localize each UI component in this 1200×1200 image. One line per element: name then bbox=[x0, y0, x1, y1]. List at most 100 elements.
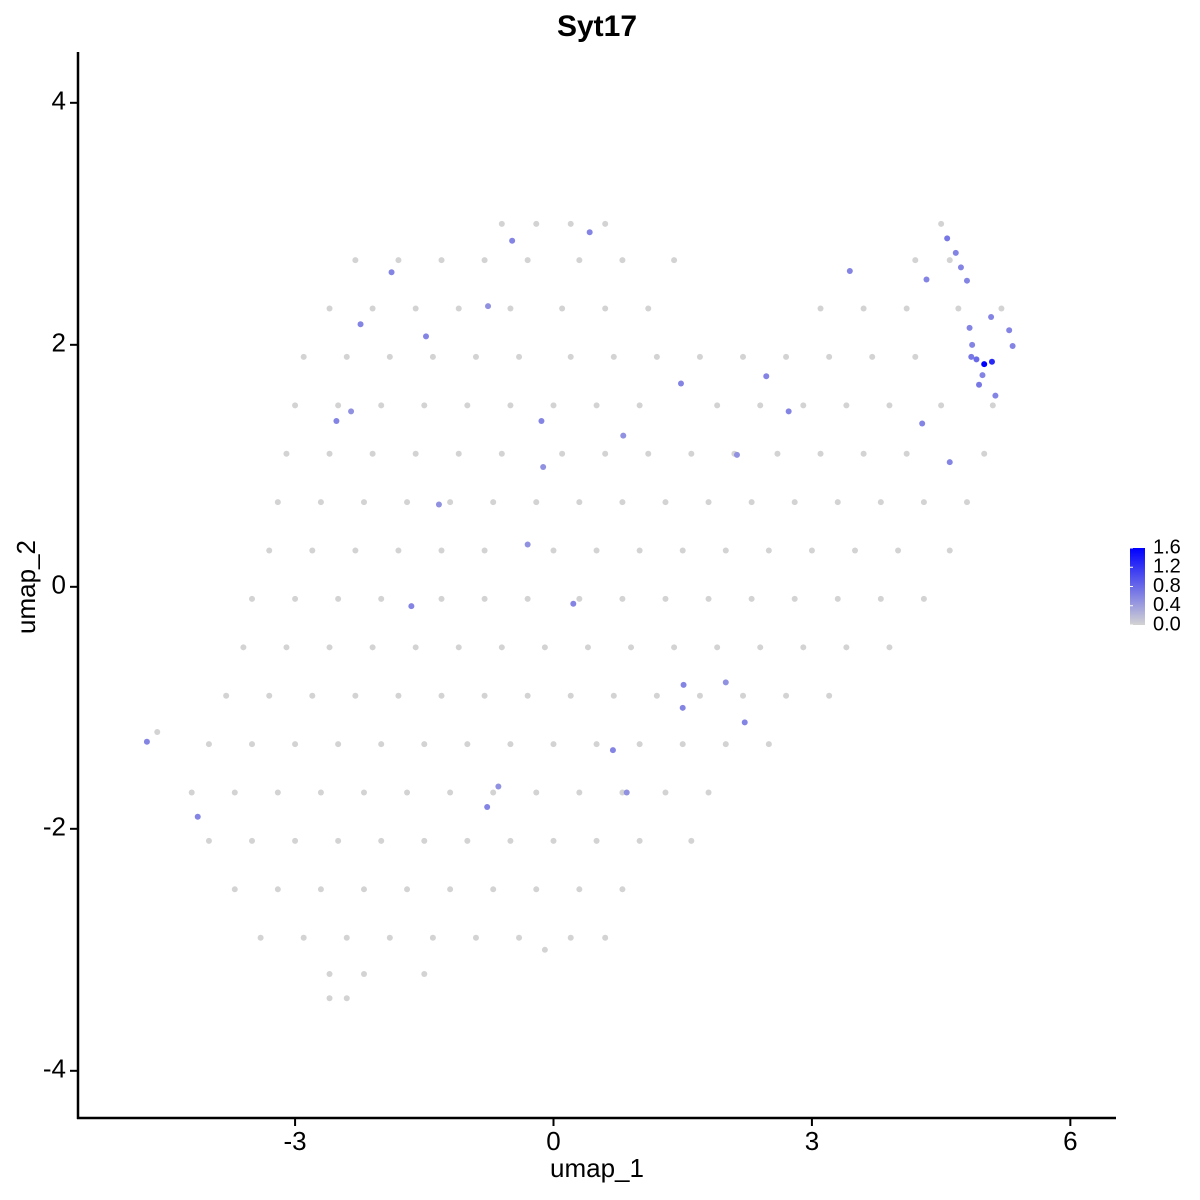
point bbox=[541, 946, 548, 953]
point bbox=[680, 681, 687, 688]
point bbox=[343, 353, 350, 360]
point bbox=[785, 408, 792, 415]
point bbox=[292, 741, 299, 748]
point bbox=[317, 499, 324, 506]
point bbox=[205, 837, 212, 844]
point bbox=[869, 353, 876, 360]
point bbox=[490, 789, 497, 796]
point bbox=[722, 679, 729, 686]
point bbox=[360, 789, 367, 796]
colorbar-tick-label: 1.2 bbox=[1153, 556, 1181, 578]
point bbox=[472, 353, 479, 360]
point bbox=[791, 499, 798, 506]
point bbox=[326, 644, 333, 651]
point bbox=[464, 837, 471, 844]
point bbox=[679, 741, 686, 748]
point bbox=[912, 257, 919, 264]
point bbox=[696, 353, 703, 360]
point bbox=[472, 934, 479, 941]
point bbox=[988, 313, 995, 320]
point bbox=[619, 257, 626, 264]
point bbox=[421, 837, 428, 844]
point bbox=[421, 402, 428, 409]
point bbox=[602, 450, 609, 457]
point bbox=[435, 501, 442, 508]
point bbox=[326, 995, 333, 1002]
point bbox=[952, 249, 959, 256]
x-tick-label: 3 bbox=[805, 1126, 819, 1156]
point bbox=[455, 644, 462, 651]
point bbox=[550, 741, 557, 748]
point bbox=[550, 402, 557, 409]
point bbox=[438, 692, 445, 699]
point bbox=[309, 547, 316, 554]
point bbox=[429, 934, 436, 941]
point bbox=[326, 450, 333, 457]
point bbox=[404, 789, 411, 796]
point bbox=[886, 402, 893, 409]
point bbox=[586, 229, 593, 236]
point bbox=[550, 547, 557, 554]
point bbox=[851, 547, 858, 554]
point bbox=[740, 692, 747, 699]
point bbox=[194, 813, 201, 820]
point bbox=[352, 257, 359, 264]
point bbox=[741, 719, 748, 726]
point bbox=[524, 257, 531, 264]
point bbox=[1009, 343, 1016, 350]
point bbox=[989, 402, 996, 409]
point bbox=[946, 547, 953, 554]
point bbox=[369, 450, 376, 457]
point bbox=[969, 341, 976, 348]
point bbox=[740, 353, 747, 360]
point bbox=[567, 353, 574, 360]
point bbox=[559, 305, 566, 312]
point bbox=[386, 934, 393, 941]
point bbox=[912, 353, 919, 360]
point bbox=[886, 644, 893, 651]
x-axis-label: umap_1 bbox=[550, 1153, 644, 1183]
point bbox=[602, 934, 609, 941]
point bbox=[257, 934, 264, 941]
point bbox=[584, 644, 591, 651]
point bbox=[360, 886, 367, 893]
point bbox=[671, 644, 678, 651]
point bbox=[154, 729, 161, 736]
point bbox=[335, 595, 342, 602]
point bbox=[266, 547, 273, 554]
point bbox=[722, 547, 729, 554]
point bbox=[205, 741, 212, 748]
point bbox=[957, 264, 964, 271]
point bbox=[386, 353, 393, 360]
point bbox=[619, 595, 626, 602]
point bbox=[619, 789, 626, 796]
point bbox=[292, 402, 299, 409]
point bbox=[623, 789, 630, 796]
point bbox=[357, 321, 364, 328]
point bbox=[973, 356, 980, 363]
point bbox=[464, 741, 471, 748]
point bbox=[274, 789, 281, 796]
point bbox=[369, 305, 376, 312]
point bbox=[817, 450, 824, 457]
point bbox=[653, 353, 660, 360]
point bbox=[498, 644, 505, 651]
point bbox=[429, 353, 436, 360]
point bbox=[540, 464, 547, 471]
point bbox=[498, 450, 505, 457]
point bbox=[421, 741, 428, 748]
point bbox=[360, 971, 367, 978]
point bbox=[369, 644, 376, 651]
point bbox=[593, 837, 600, 844]
point bbox=[188, 789, 195, 796]
point bbox=[317, 886, 324, 893]
x-tick-label: 6 bbox=[1063, 1126, 1077, 1156]
point bbox=[533, 499, 540, 506]
point bbox=[653, 692, 660, 699]
point bbox=[481, 547, 488, 554]
point bbox=[485, 303, 492, 310]
colorbar-tick-label: 0.8 bbox=[1153, 575, 1181, 597]
point bbox=[620, 432, 627, 439]
